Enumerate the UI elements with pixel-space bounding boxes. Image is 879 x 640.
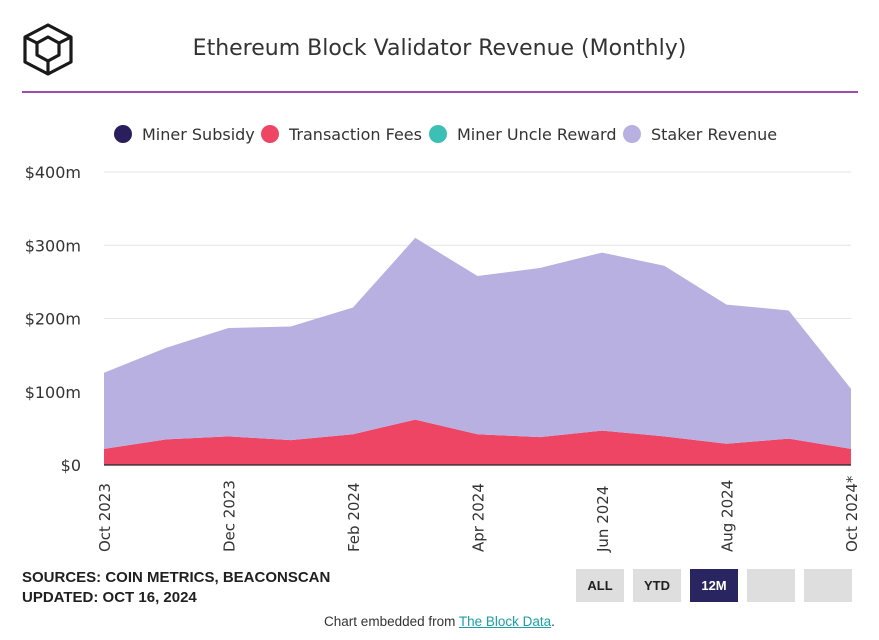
embed-prefix: Chart embedded from — [324, 614, 459, 629]
x-tick-label: Oct 2024* — [843, 475, 861, 552]
x-tick-label: Feb 2024 — [345, 483, 363, 553]
range-extra-button-1[interactable] — [747, 569, 795, 602]
y-tick-label: $100m — [25, 383, 81, 402]
x-tick-label: Oct 2023 — [96, 483, 114, 552]
updated-text: UPDATED: OCT 16, 2024 — [22, 589, 197, 606]
x-tick-label: Aug 2024 — [719, 480, 737, 552]
x-tick-label: Jun 2024 — [594, 486, 612, 553]
revenue-area-chart: $0 $100m $200m $300m $400m Oct 2023 Dec 2023 Fe… — [25, 125, 861, 553]
x-tick-label: Dec 2023 — [221, 480, 239, 552]
legend-swatch — [429, 125, 447, 143]
legend-label: Miner Uncle Reward — [457, 125, 617, 144]
x-tick-label: Apr 2024 — [470, 483, 488, 552]
the-block-logo — [23, 23, 73, 76]
y-tick-label: $200m — [25, 310, 81, 329]
chart-footer: SOURCES: COIN METRICS, BEACONSCAN UPDATE… — [22, 568, 330, 608]
legend-swatch — [261, 125, 279, 143]
embed-suffix: . — [551, 614, 555, 629]
legend-swatch — [114, 125, 132, 143]
range-ytd-button[interactable]: YTD — [633, 569, 681, 602]
y-tick-label: $400m — [25, 163, 81, 182]
legend-swatch — [623, 125, 641, 143]
y-tick-label: $300m — [25, 236, 81, 255]
legend-label: Staker Revenue — [651, 125, 777, 144]
range-extra-button-2[interactable] — [804, 569, 852, 602]
page-title: Ethereum Block Validator Revenue (Monthl… — [192, 36, 687, 61]
series-area-staker-revenue — [104, 237, 851, 449]
title-divider — [22, 91, 858, 93]
legend-label: Transaction Fees — [288, 125, 422, 144]
range-12m-button[interactable]: 12M — [690, 569, 738, 602]
legend-label: Miner Subsidy — [142, 125, 255, 144]
range-all-button[interactable]: ALL — [576, 569, 624, 602]
embed-credit: Chart embedded from The Block Data. — [0, 614, 879, 629]
the-block-data-link[interactable]: The Block Data — [458, 614, 552, 629]
series-area-transaction-fees — [104, 419, 851, 465]
y-tick-label: $0 — [61, 456, 81, 475]
sources-text: SOURCES: COIN METRICS, BEACONSCAN — [22, 569, 331, 586]
